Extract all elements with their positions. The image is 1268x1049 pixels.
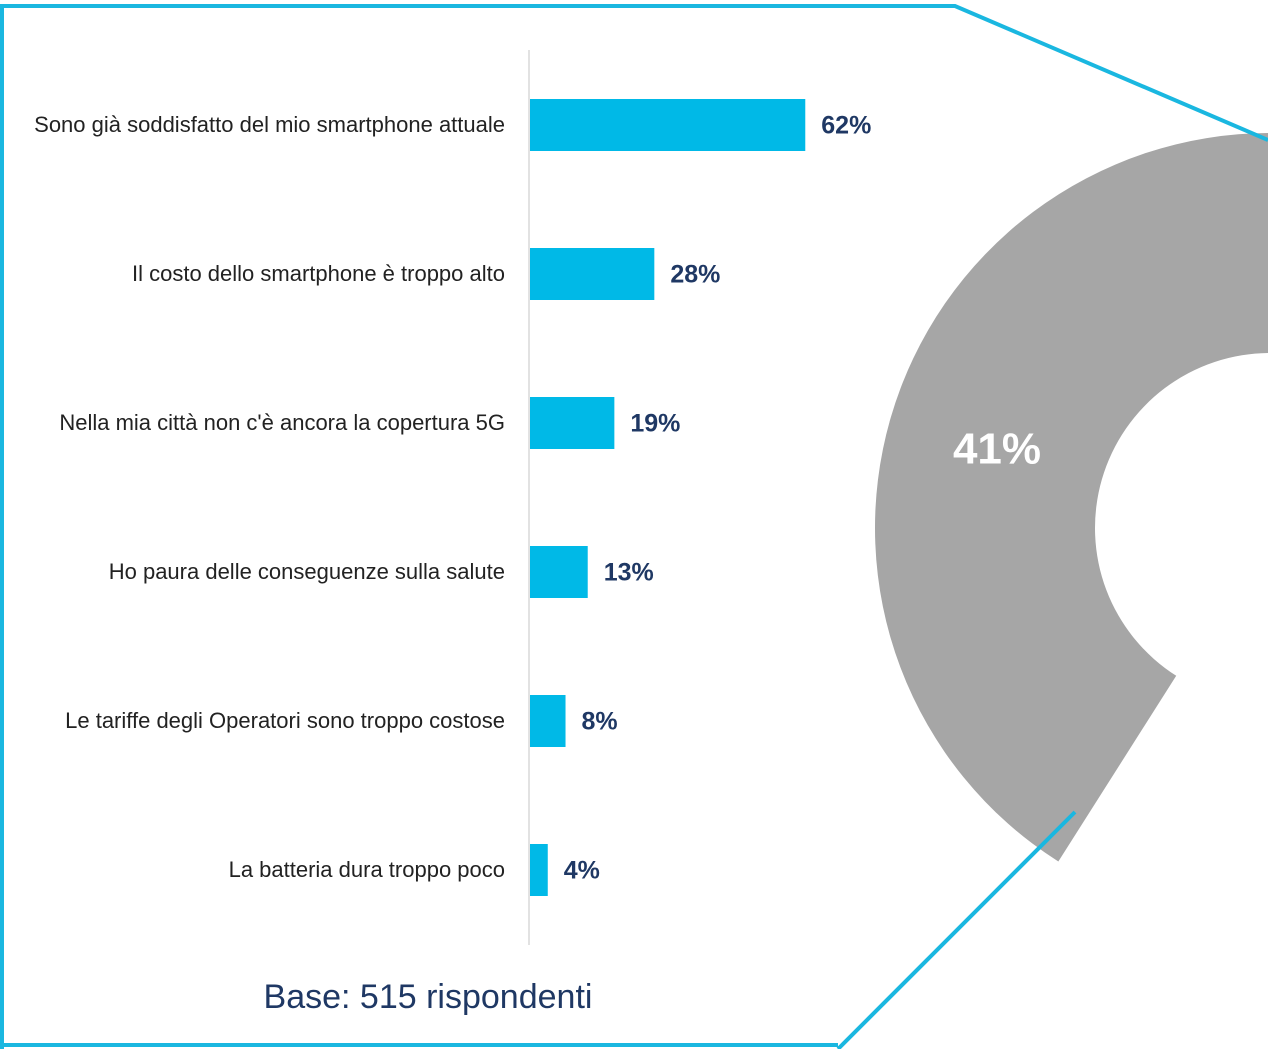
value-label: 62%	[821, 112, 871, 140]
category-label: Sono già soddisfatto del mio smartphone …	[5, 110, 505, 140]
category-text: Il costo dello smartphone è troppo alto	[131, 261, 505, 286]
category-label: La batteria dura troppo poco	[5, 855, 505, 885]
bar	[530, 99, 806, 151]
value-label: 4%	[564, 857, 600, 885]
note: Base: 515 rispondenti	[263, 978, 593, 1016]
donut-label: 41%	[953, 425, 1041, 474]
frame	[0, 4, 1268, 1049]
category-label: Ho paura delle conseguenze sulla salute	[5, 557, 505, 587]
category-label: Le tariffe degli Operatori sono troppo c…	[5, 706, 505, 736]
category-label: Il costo dello smartphone è troppo alto	[5, 259, 505, 289]
value-label: 19%	[630, 410, 680, 438]
bar	[530, 695, 566, 747]
category-text: La batteria dura troppo poco	[228, 857, 505, 882]
bar	[530, 546, 588, 598]
category-label: Nella mia città non c'è ancora la copert…	[5, 408, 505, 438]
value-label: 13%	[604, 559, 654, 587]
value-label: 8%	[582, 708, 618, 736]
bar	[530, 248, 655, 300]
category-text: Nella mia città non c'è ancora la copert…	[59, 410, 505, 435]
value-label: 28%	[670, 261, 720, 289]
frame-diagonal	[836, 810, 1077, 1049]
donut-segment	[875, 133, 1268, 862]
category-text: Sono già soddisfatto del mio smartphone …	[34, 112, 505, 137]
category-text: Le tariffe degli Operatori sono troppo c…	[65, 708, 505, 733]
bar	[530, 844, 548, 896]
bar	[530, 397, 615, 449]
category-text: Ho paura delle conseguenze sulla salute	[108, 559, 505, 584]
